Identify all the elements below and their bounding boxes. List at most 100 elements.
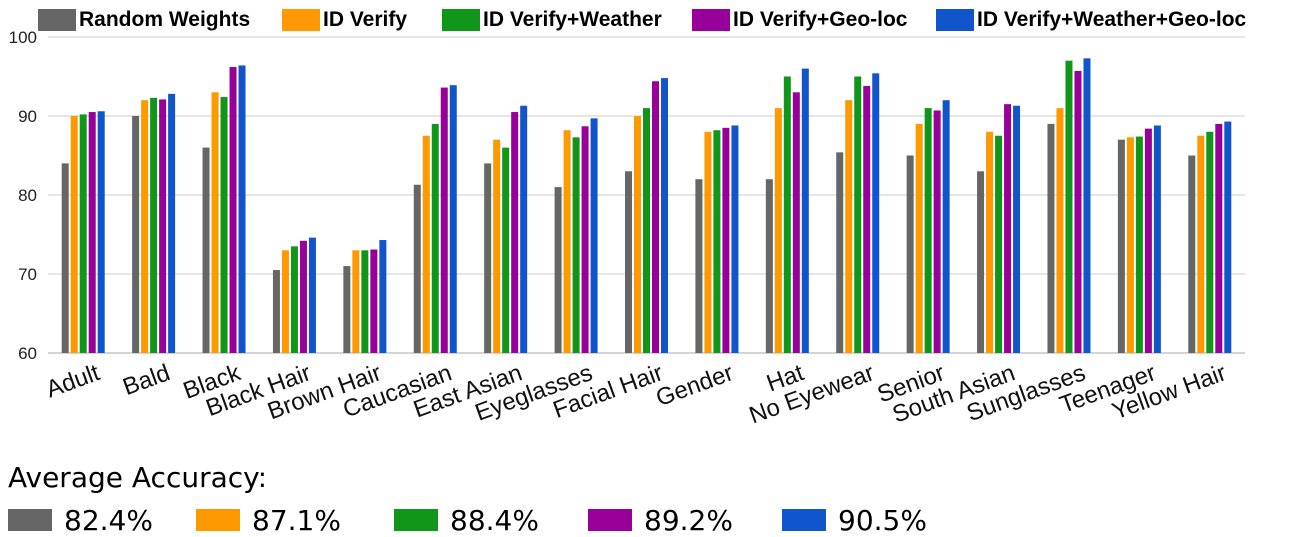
bar — [238, 65, 246, 353]
average-item-id-verify-geo-loc: 89.2% — [588, 503, 733, 537]
bar — [1224, 121, 1232, 353]
legend-item-id-verify-weather: ID Verify+Weather — [442, 5, 662, 35]
bar — [563, 130, 571, 353]
bar — [1153, 125, 1161, 353]
bar — [845, 100, 853, 353]
average-item-id-verify: 87.1% — [196, 503, 341, 537]
average-item-random-weights: 82.4% — [8, 503, 153, 537]
bar — [986, 131, 994, 353]
legend-item-random-weights: Random Weights — [38, 5, 250, 35]
bar — [924, 108, 932, 353]
bar — [783, 76, 791, 353]
bar — [220, 97, 228, 353]
bar — [290, 246, 298, 353]
legend-swatch — [692, 9, 730, 31]
y-tick-label: 80 — [18, 186, 37, 205]
bar — [70, 116, 78, 353]
bar — [906, 155, 914, 353]
y-tick-label: 70 — [18, 265, 37, 284]
bar — [634, 116, 641, 353]
bar — [1144, 128, 1152, 353]
bar — [854, 76, 862, 353]
bar — [572, 137, 580, 353]
bar — [1013, 105, 1021, 353]
bar — [511, 112, 519, 353]
legend-swatch — [936, 9, 974, 31]
bar — [361, 250, 369, 353]
x-tick-label: No Eyewear — [746, 359, 878, 429]
bar — [801, 68, 809, 353]
bar — [159, 99, 167, 353]
bar — [211, 92, 219, 354]
bar — [1135, 136, 1143, 353]
average-swatch — [394, 509, 438, 531]
legend-swatch — [442, 9, 480, 31]
bar — [520, 105, 528, 353]
bar — [1126, 137, 1134, 353]
bar — [97, 111, 105, 353]
x-tick-label: Gender — [652, 359, 736, 412]
bar — [132, 116, 140, 353]
bar — [168, 93, 176, 353]
bar — [61, 163, 69, 353]
average-swatch — [196, 509, 240, 531]
bar — [942, 100, 950, 353]
bar — [1197, 135, 1205, 353]
bar — [1215, 123, 1223, 354]
bar — [695, 179, 703, 353]
bar — [229, 67, 237, 354]
x-tick-label: Bald — [119, 359, 173, 401]
average-swatch — [782, 509, 826, 531]
bar — [502, 147, 510, 353]
bar — [792, 92, 800, 354]
bar — [652, 81, 659, 354]
legend-label: ID Verify+Weather — [483, 8, 662, 31]
y-tick-label: 60 — [18, 344, 37, 363]
bar — [977, 171, 985, 353]
bar — [581, 126, 589, 354]
legend-label: ID Verify+Weather+Geo-loc — [977, 8, 1247, 31]
bar — [995, 135, 1003, 353]
average-value: 88.4% — [450, 503, 539, 537]
legend-item-id-verify-geo-loc: ID Verify+Geo-loc — [692, 5, 907, 35]
bar — [79, 114, 87, 353]
x-tick-label: Adult — [43, 359, 104, 403]
bar — [352, 250, 360, 353]
bar — [722, 127, 730, 353]
bar — [1004, 104, 1012, 354]
bar — [493, 139, 501, 353]
bar — [643, 108, 650, 353]
legend-label: ID Verify — [323, 8, 408, 31]
bar — [872, 73, 880, 353]
bar — [836, 152, 844, 353]
bar — [1056, 108, 1064, 353]
legend-item-id-verify-weather-geo-loc: ID Verify+Weather+Geo-loc — [936, 5, 1246, 35]
bar — [704, 131, 712, 353]
bar — [554, 187, 562, 353]
bar — [1083, 58, 1091, 353]
bar — [915, 123, 923, 354]
bar — [431, 123, 439, 354]
average-swatch — [8, 509, 52, 531]
bar — [308, 237, 316, 353]
average-item-id-verify-weather: 88.4% — [394, 503, 539, 537]
bar — [1065, 60, 1073, 353]
bar — [343, 266, 351, 353]
legend-item-id-verify: ID Verify — [282, 5, 407, 35]
bar — [774, 108, 782, 353]
bar — [88, 112, 96, 353]
bar — [713, 130, 721, 353]
bar — [281, 250, 289, 353]
bar — [1117, 139, 1125, 353]
bar — [765, 179, 773, 353]
y-tick-label: 100 — [9, 28, 37, 47]
average-value: 89.2% — [644, 503, 733, 537]
average-accuracy-title: Average Accuracy: — [8, 461, 268, 494]
average-value: 82.4% — [64, 503, 153, 537]
average-item-full-model: 90.5% — [782, 503, 927, 537]
bar — [449, 85, 457, 353]
average-value: 90.5% — [838, 503, 927, 537]
bar — [590, 118, 598, 354]
average-value: 87.1% — [252, 503, 341, 537]
bar — [440, 87, 448, 353]
